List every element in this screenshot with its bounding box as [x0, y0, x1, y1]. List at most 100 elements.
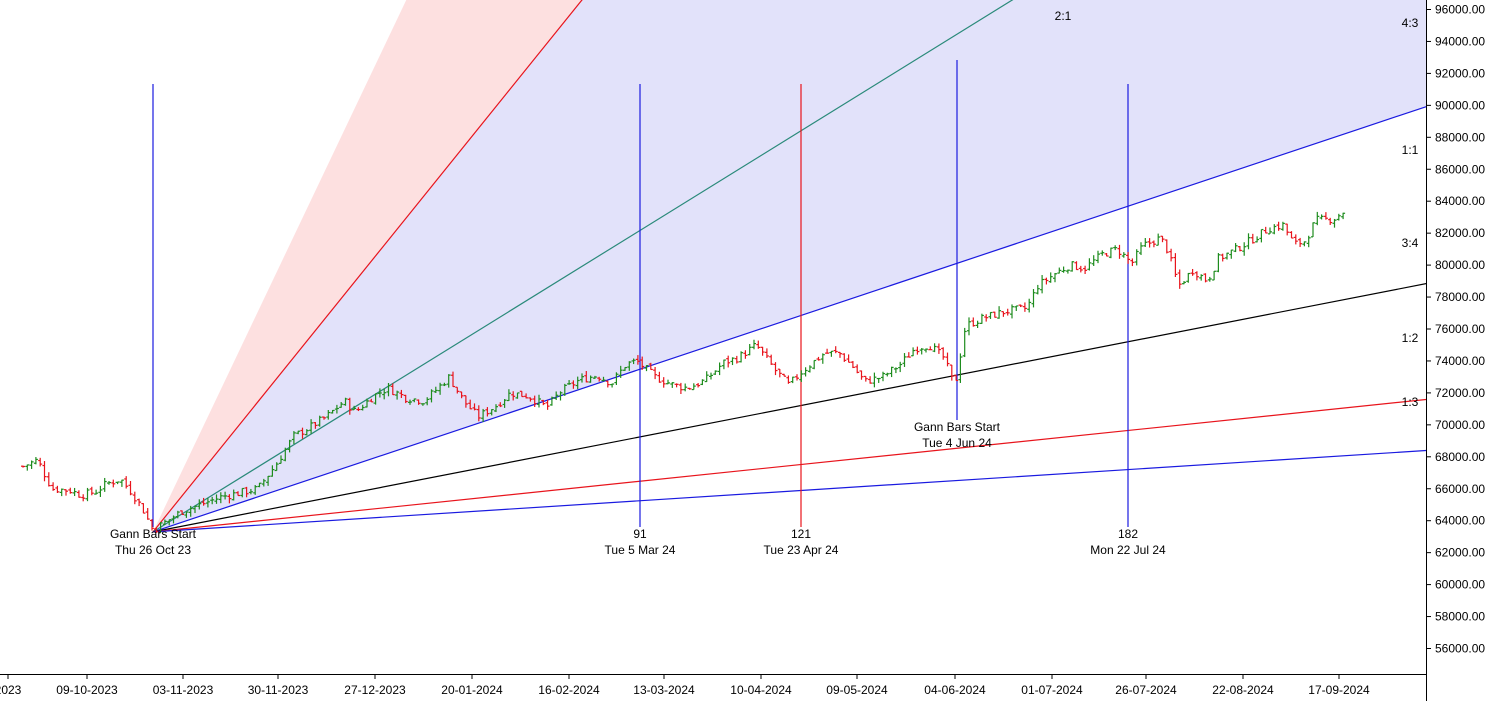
price-bar — [1022, 302, 1027, 312]
price-bar — [408, 399, 412, 405]
price-bar — [506, 389, 511, 402]
y-tick-label: 58000.00 — [1435, 610, 1485, 624]
y-tick-label: 92000.00 — [1435, 66, 1485, 80]
price-bar — [227, 494, 232, 504]
price-bar — [205, 498, 210, 508]
fan-line-3-4 — [152, 283, 1426, 533]
price-bar — [756, 340, 761, 349]
price-bar — [1276, 221, 1281, 231]
price-bar — [997, 306, 1002, 319]
x-tick-label: 27-12-2023 — [344, 683, 406, 697]
price-bar — [296, 430, 301, 435]
price-bar — [631, 358, 636, 365]
price-bar — [790, 376, 795, 384]
price-bar — [119, 479, 124, 487]
y-tick-label: 84000.00 — [1435, 194, 1485, 208]
y-tick-label: 62000.00 — [1435, 546, 1485, 560]
price-bar — [33, 457, 38, 465]
price-bar — [1302, 241, 1307, 247]
price-bar — [429, 389, 434, 403]
price-bar — [580, 373, 584, 383]
x-tick-label: 01-07-2024 — [1021, 683, 1083, 697]
price-bar — [304, 429, 309, 436]
price-bar — [906, 352, 911, 358]
price-bar — [339, 401, 344, 408]
price-bar — [420, 403, 425, 406]
price-bar — [893, 367, 898, 374]
fan-label-1-1: 1:1 — [1402, 143, 1419, 157]
fan-label-3-4: 3:4 — [1402, 236, 1419, 250]
price-bar — [1293, 234, 1298, 245]
price-bar — [1259, 228, 1264, 243]
price-bar — [94, 489, 99, 495]
price-bar — [967, 317, 971, 336]
price-bar — [261, 478, 266, 487]
price-bar — [382, 388, 387, 400]
price-bar — [1182, 281, 1186, 285]
price-bar — [842, 353, 847, 362]
price-bar — [137, 498, 142, 507]
price-bar — [984, 314, 989, 322]
y-tick-label: 74000.00 — [1435, 354, 1485, 368]
price-bar — [416, 399, 421, 405]
marker-date: Mon 22 Jul 24 — [1090, 543, 1166, 557]
price-bar — [180, 510, 185, 516]
price-bar — [1199, 274, 1204, 281]
price-bar — [515, 392, 520, 399]
price-bar — [1315, 211, 1320, 226]
price-bar — [55, 485, 60, 493]
price-bar — [889, 366, 894, 378]
price-bar — [1212, 270, 1217, 281]
price-bar — [1242, 242, 1247, 256]
price-bar — [988, 311, 993, 319]
price-bar — [786, 375, 791, 384]
y-tick-label: 94000.00 — [1435, 34, 1485, 48]
price-bar — [1121, 252, 1126, 258]
price-bar — [1233, 243, 1238, 253]
price-bar — [859, 370, 864, 380]
price-bar — [924, 348, 928, 353]
fan-labels: 2:1 4:3 1:1 3:4 1:2 1:3 — [1055, 9, 1419, 409]
price-bar — [1229, 249, 1234, 259]
price-bar — [678, 382, 683, 395]
price-bar — [734, 355, 739, 364]
marker-date: Thu 26 Oct 23 — [115, 543, 191, 557]
price-bar — [132, 491, 137, 505]
x-tick-label: 2023 — [0, 683, 22, 697]
price-bar — [373, 393, 378, 405]
y-tick-label: 56000.00 — [1435, 642, 1485, 656]
price-bar — [928, 346, 933, 351]
price-bar — [661, 377, 666, 388]
price-bar — [1005, 308, 1010, 316]
price-bar — [975, 320, 980, 328]
price-bar — [807, 365, 812, 373]
price-bar — [575, 376, 580, 390]
price-bar — [825, 348, 830, 354]
price-bar — [141, 502, 146, 514]
price-bar — [42, 461, 47, 482]
price-bar — [1010, 304, 1014, 319]
x-tick-label: 30-11-2023 — [248, 683, 309, 697]
x-tick-label: 17-09-2024 — [1308, 683, 1370, 697]
price-bar — [584, 371, 589, 383]
price-bar — [979, 313, 984, 324]
price-bar — [704, 371, 709, 383]
price-bar — [605, 380, 610, 388]
price-bar — [537, 394, 541, 408]
price-bar — [498, 402, 503, 408]
price-bar — [46, 472, 51, 487]
price-bar — [932, 343, 937, 353]
fan-label-1-3: 1:3 — [1402, 395, 1419, 409]
price-bar — [365, 398, 369, 408]
price-bar — [760, 346, 765, 356]
y-tick-label: 76000.00 — [1435, 322, 1485, 336]
marker-number: 121 — [791, 527, 811, 541]
price-bar — [214, 494, 219, 504]
price-bar — [390, 383, 395, 396]
price-bar — [442, 382, 447, 387]
price-bar — [635, 355, 640, 365]
price-bar — [549, 396, 554, 406]
marker-title: Gann Bars Start — [914, 420, 1001, 434]
price-bar — [601, 376, 606, 382]
price-bar — [334, 404, 339, 414]
